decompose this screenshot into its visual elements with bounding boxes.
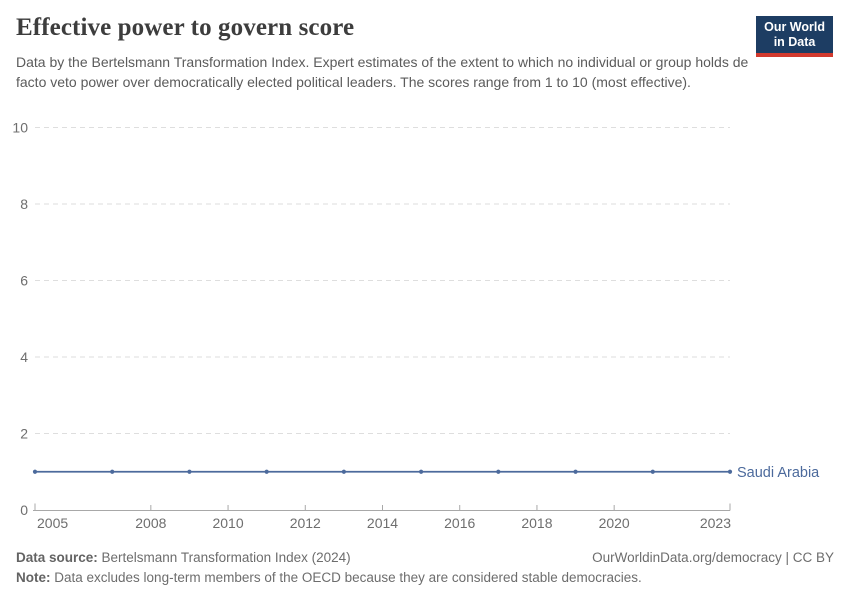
data-point[interactable] xyxy=(419,469,424,474)
chart-header: Effective power to govern score Data by … xyxy=(16,13,834,92)
data-point[interactable] xyxy=(496,469,501,474)
owid-logo-line2: in Data xyxy=(773,35,816,49)
page-title: Effective power to govern score xyxy=(16,14,355,41)
y-tick-label: 0 xyxy=(20,502,28,518)
data-point[interactable] xyxy=(573,469,578,474)
x-tick-label: 2018 xyxy=(521,515,552,531)
x-tick-label: 2016 xyxy=(444,515,475,531)
x-tick-label: 2005 xyxy=(37,515,68,531)
x-tick-label: 2020 xyxy=(599,515,630,531)
data-source-value: Bertelsmann Transformation Index (2024) xyxy=(97,550,351,565)
entity-label[interactable]: Saudi Arabia xyxy=(737,465,820,481)
footer-row-note: Note: Data excludes long-term members of… xyxy=(16,568,834,588)
owid-url-link[interactable]: OurWorldinData.org/democracy | CC BY xyxy=(592,550,834,565)
owid-logo-line1: Our World xyxy=(764,20,825,34)
y-tick-label: 6 xyxy=(20,273,28,289)
chart-footer: Data source: Bertelsmann Transformation … xyxy=(16,548,834,588)
x-tick-label: 2012 xyxy=(290,515,321,531)
data-point[interactable] xyxy=(110,469,115,474)
x-tick-label: 2023 xyxy=(700,515,731,531)
data-source-line: Data source: Bertelsmann Transformation … xyxy=(16,548,351,568)
data-source-label: Data source: xyxy=(16,550,98,565)
y-tick-label: 8 xyxy=(20,196,28,212)
data-point[interactable] xyxy=(727,469,733,474)
data-point[interactable] xyxy=(187,469,192,474)
owid-logo: Our World in Data xyxy=(756,16,833,57)
note-label: Note: xyxy=(16,570,51,585)
y-tick-label: 2 xyxy=(20,426,28,442)
y-tick-label: 10 xyxy=(12,120,28,136)
x-tick-label: 2010 xyxy=(212,515,243,531)
data-point[interactable] xyxy=(264,469,269,474)
data-point[interactable] xyxy=(341,469,346,474)
x-tick-label: 2014 xyxy=(367,515,398,531)
y-tick-label: 4 xyxy=(20,349,28,365)
chart-subtitle: Data by the Bertelsmann Transformation I… xyxy=(16,54,749,90)
data-point[interactable] xyxy=(650,469,655,474)
data-point[interactable] xyxy=(32,469,38,474)
footer-row-source: Data source: Bertelsmann Transformation … xyxy=(16,548,834,568)
x-tick-label: 2008 xyxy=(135,515,166,531)
note-text: Data excludes long-term members of the O… xyxy=(50,570,642,585)
